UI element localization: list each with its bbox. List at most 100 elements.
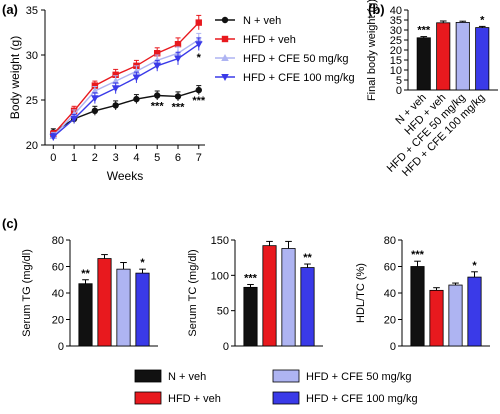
legend-label: HFD + veh xyxy=(243,34,296,46)
legend-label: HFD + veh xyxy=(168,393,221,405)
y-tick-label: 25 xyxy=(390,35,402,47)
significance-label: *** xyxy=(192,95,206,107)
panel-label-a: (a) xyxy=(2,2,18,17)
legend-marker xyxy=(221,54,229,61)
panel-label-b: (b) xyxy=(368,2,385,17)
y-axis-label: Serum TC (mg/dl) xyxy=(187,249,199,336)
y-tick-label: 60 xyxy=(384,262,396,274)
data-point xyxy=(154,92,161,99)
x-tick-label: 4 xyxy=(133,152,139,164)
bar xyxy=(410,266,425,347)
y-tick-label: 80 xyxy=(52,235,64,247)
y-axis-label: Body weight (g) xyxy=(8,36,22,119)
x-tick-label: 3 xyxy=(113,152,119,164)
series-line xyxy=(52,43,200,138)
y-tick-label: 40 xyxy=(390,5,402,17)
y-tick-label: 20 xyxy=(384,315,396,327)
y-tick-label: 60 xyxy=(52,262,64,274)
bar xyxy=(467,276,482,347)
legend-marker xyxy=(221,16,229,24)
significance-label: *** xyxy=(151,101,165,113)
bar xyxy=(475,27,490,91)
data-point xyxy=(174,55,182,63)
significance-label: *** xyxy=(411,249,425,261)
significance-label: *** xyxy=(417,25,431,37)
x-tick-label: 7 xyxy=(196,152,202,164)
series-line xyxy=(52,39,200,137)
legend-label: N + veh xyxy=(243,15,281,27)
data-point xyxy=(91,82,99,89)
legend-label: N + veh xyxy=(168,371,206,383)
legend-label: HFD + CFE 50 mg/kg xyxy=(243,53,348,65)
series-line xyxy=(52,22,200,135)
significance-label: * xyxy=(480,14,485,26)
series-line xyxy=(52,89,199,133)
panel-label-c: (c) xyxy=(2,216,18,231)
y-tick-label: 150 xyxy=(211,235,229,247)
series-group xyxy=(49,37,203,141)
series-group xyxy=(49,32,203,140)
data-point xyxy=(111,77,120,85)
y-tick-label: 10 xyxy=(390,65,402,77)
data-point xyxy=(133,95,140,103)
data-point xyxy=(49,133,58,141)
y-tick-label: 35 xyxy=(390,15,402,27)
legend-swatch xyxy=(272,391,300,405)
y-tick-label: 80 xyxy=(384,235,396,247)
data-point xyxy=(111,85,120,93)
y-tick-label: 30 xyxy=(390,25,402,37)
bar xyxy=(448,284,463,347)
x-tick-label: 6 xyxy=(175,152,181,164)
y-tick-label: 0 xyxy=(396,85,402,97)
y-tick-label: 5 xyxy=(396,75,402,87)
x-axis-label: Weeks xyxy=(107,169,143,183)
significance-label: *** xyxy=(244,273,258,285)
bar xyxy=(436,22,451,91)
y-tick-label: 35 xyxy=(26,5,38,17)
legend-label: HFD + CFE 50 mg/kg xyxy=(306,371,411,383)
significance-label: *** xyxy=(172,102,186,114)
legend-swatch xyxy=(134,391,162,405)
data-point xyxy=(195,19,202,26)
legend-label: HFD + CFE 100 mg/kg xyxy=(243,72,355,84)
legend-marker xyxy=(221,35,229,43)
bar xyxy=(116,268,131,347)
data-point xyxy=(91,107,99,115)
data-point xyxy=(112,102,119,109)
significance-label: * xyxy=(197,52,202,64)
y-axis-label: Final body weight (g) xyxy=(366,0,378,101)
significance-label: * xyxy=(140,257,145,269)
y-tick-label: 0 xyxy=(223,341,229,353)
y-tick-label: 100 xyxy=(211,270,229,282)
data-point xyxy=(70,115,78,123)
significance-label: ** xyxy=(303,252,312,264)
data-point xyxy=(174,41,182,48)
legend-panel-a: N + veh HFD + veh HFD + CFE 50 mg/kg HFD + … xyxy=(215,15,355,84)
legend-swatch xyxy=(272,369,300,383)
bar xyxy=(416,37,431,91)
data-point xyxy=(195,86,202,94)
data-point xyxy=(112,71,119,78)
y-tick-label: 20 xyxy=(52,315,64,327)
x-tick-label: 2 xyxy=(92,152,98,164)
legend-swatch xyxy=(134,369,162,383)
data-point xyxy=(91,95,99,103)
y-tick-label: 25 xyxy=(26,95,38,107)
x-tick-label: 0 xyxy=(50,152,56,164)
bar xyxy=(455,21,470,91)
y-tick-label: 20 xyxy=(26,140,38,152)
data-point xyxy=(132,74,141,82)
y-tick-label: 0 xyxy=(58,341,64,353)
bar xyxy=(243,286,258,347)
y-tick-label: 30 xyxy=(26,50,38,62)
y-tick-label: 40 xyxy=(384,288,396,300)
y-tick-label: 15 xyxy=(390,55,402,67)
data-point xyxy=(174,93,182,100)
data-point xyxy=(154,50,161,57)
data-point xyxy=(194,41,203,49)
